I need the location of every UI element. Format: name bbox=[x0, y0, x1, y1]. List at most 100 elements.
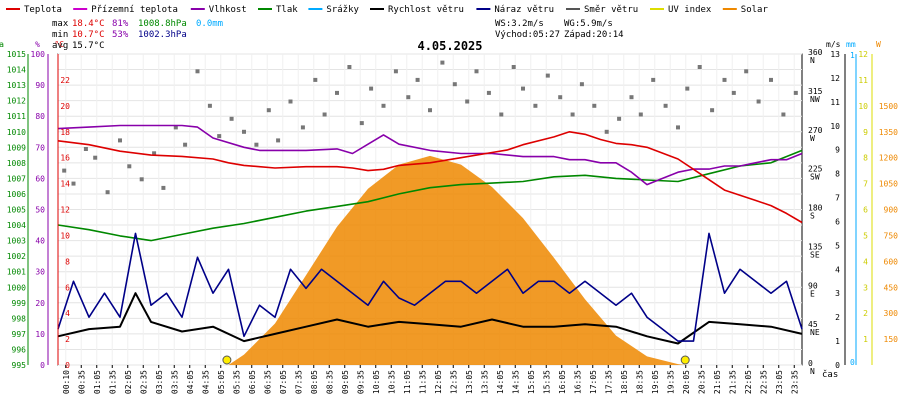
temperature-axis-tick-label: 16 bbox=[60, 154, 70, 163]
temperature-axis-tick-label: 14 bbox=[60, 180, 70, 189]
humidity-axis-tick-label: 60 bbox=[35, 174, 45, 183]
uv-tick-label: 5 bbox=[863, 231, 868, 240]
wind-axis-title: m/s bbox=[826, 40, 841, 49]
pressure-axis-tick-label: 998 bbox=[12, 314, 27, 323]
direction-tick-label: 315 bbox=[808, 87, 823, 96]
min-label: min bbox=[52, 30, 68, 40]
pressure-axis-tick-label: 1007 bbox=[7, 174, 26, 183]
x-tick-label: 02:35 bbox=[139, 370, 148, 394]
compass-tick-label: SW bbox=[810, 173, 820, 182]
max-temp: 18.4°C bbox=[72, 19, 105, 29]
x-tick-label: 00:35 bbox=[77, 370, 86, 394]
x-tick-label: 19:05 bbox=[651, 370, 660, 394]
wind-direction-point bbox=[579, 82, 584, 87]
sunset: Západ:20:14 bbox=[564, 30, 624, 40]
compass-tick-label: E bbox=[810, 289, 815, 298]
x-axis-label: čas bbox=[822, 369, 838, 380]
solar-axis-title: W bbox=[876, 40, 881, 49]
x-tick-label: 11:05 bbox=[403, 370, 412, 394]
humidity-axis-tick-label: 30 bbox=[35, 268, 45, 277]
x-tick-label: 15:05 bbox=[527, 370, 536, 394]
x-tick-label: 19:35 bbox=[666, 370, 675, 394]
legend-label: Tlak bbox=[276, 5, 298, 15]
wind-direction-point bbox=[276, 138, 281, 143]
wind-direction-point bbox=[710, 108, 715, 113]
wind-direction-point bbox=[369, 86, 374, 91]
wind-direction-point bbox=[300, 125, 305, 130]
x-tick-label: 21:35 bbox=[728, 370, 737, 394]
uv-tick-label: 3 bbox=[863, 283, 868, 292]
rain-tick-label: 1 bbox=[850, 51, 855, 60]
sunset-marker bbox=[680, 355, 690, 365]
humidity-axis-tick-label: 10 bbox=[35, 330, 45, 339]
wind-direction-point bbox=[266, 108, 271, 113]
x-tick-label: 10:05 bbox=[372, 370, 381, 394]
x-tick-label: 04:35 bbox=[201, 370, 210, 394]
humidity-axis-tick-label: 70 bbox=[35, 143, 45, 152]
wind-direction-point bbox=[62, 168, 67, 173]
solar-tick-label: 150 bbox=[884, 335, 899, 344]
wind-direction-point bbox=[71, 181, 76, 186]
solar-tick-label: 1500 bbox=[879, 102, 898, 111]
temperature-axis-tick-label: 10 bbox=[60, 231, 70, 240]
direction-tick-label: 225 bbox=[808, 165, 823, 174]
legend-label: Směr větru bbox=[584, 5, 638, 15]
wind-direction-point bbox=[629, 95, 634, 100]
humidity-axis-tick-label: 20 bbox=[35, 299, 45, 308]
uv-tick-label: 6 bbox=[863, 206, 868, 215]
wind-direction-point bbox=[685, 86, 690, 91]
x-tick-label: 16:35 bbox=[573, 370, 582, 394]
legend-label: Srážky bbox=[326, 5, 359, 15]
humidity-axis-tick-label: 40 bbox=[35, 237, 45, 246]
pressure-axis-tick-label: 1001 bbox=[7, 268, 26, 277]
x-tick-label: 15:35 bbox=[542, 370, 551, 394]
x-tick-label: 10:35 bbox=[387, 370, 396, 394]
x-tick-label: 03:35 bbox=[170, 370, 179, 394]
x-tick-label: 14:35 bbox=[511, 370, 520, 394]
wind-direction-point bbox=[127, 164, 132, 169]
wind-direction-point bbox=[521, 86, 525, 91]
avg-temp: 15.7°C bbox=[72, 41, 105, 51]
wind-sun-block: WS:3.2m/s WG:5.9m/s Východ:05:27 Západ:2… bbox=[495, 19, 624, 40]
x-tick-label: 05:05 bbox=[217, 370, 226, 394]
max-label: max bbox=[52, 19, 69, 29]
direction-tick-label: 90 bbox=[808, 281, 818, 290]
wind-tick-label: 8 bbox=[835, 170, 840, 179]
ws-value: WS:3.2m/s bbox=[495, 19, 544, 29]
humidity-axis-tick-label: 80 bbox=[35, 112, 45, 121]
wind-direction-point bbox=[499, 112, 504, 117]
wg-value: WG:5.9m/s bbox=[564, 19, 613, 29]
uv-tick-label: 9 bbox=[863, 128, 868, 137]
series-rychlost-větru bbox=[57, 292, 803, 345]
wind-direction-point bbox=[793, 90, 798, 95]
pressure-axis-tick-label: 1010 bbox=[7, 128, 26, 137]
wind-direction-point bbox=[731, 90, 736, 95]
x-tick-label: 01:35 bbox=[108, 370, 117, 394]
wind-direction-point bbox=[452, 82, 457, 87]
x-tick-label: 07:35 bbox=[294, 370, 303, 394]
legend-label: Náraz větru bbox=[494, 5, 554, 15]
wind-direction-point bbox=[393, 69, 398, 74]
series-tlak bbox=[57, 149, 803, 242]
x-tick-label: 23:05 bbox=[775, 370, 784, 394]
x-tick-label: 07:05 bbox=[279, 370, 288, 394]
solar-tick-label: 1050 bbox=[879, 180, 898, 189]
pressure-axis-tick-label: 996 bbox=[12, 345, 27, 354]
avg-label: avg bbox=[52, 41, 68, 51]
temperature-axis-tick-label: 2 bbox=[65, 335, 70, 344]
series-náraz-větru bbox=[57, 232, 803, 342]
humidity-axis-tick-label: 50 bbox=[35, 206, 45, 215]
wind-direction-point bbox=[195, 69, 200, 74]
wind-direction-point bbox=[465, 99, 470, 104]
x-tick-label: 12:35 bbox=[449, 370, 458, 394]
direction-tick-label: 0 bbox=[808, 359, 813, 368]
wind-direction-point bbox=[638, 112, 643, 117]
wind-tick-label: 12 bbox=[830, 74, 840, 83]
wind-tick-label: 7 bbox=[835, 194, 840, 203]
x-tick-label: 12:05 bbox=[434, 370, 443, 394]
wind-direction-point bbox=[207, 103, 212, 108]
pressure-axis-tick-label: 999 bbox=[12, 299, 27, 308]
wind-direction-point bbox=[545, 73, 550, 78]
series-solar bbox=[228, 155, 686, 365]
x-tick-label: 21:05 bbox=[713, 370, 722, 394]
